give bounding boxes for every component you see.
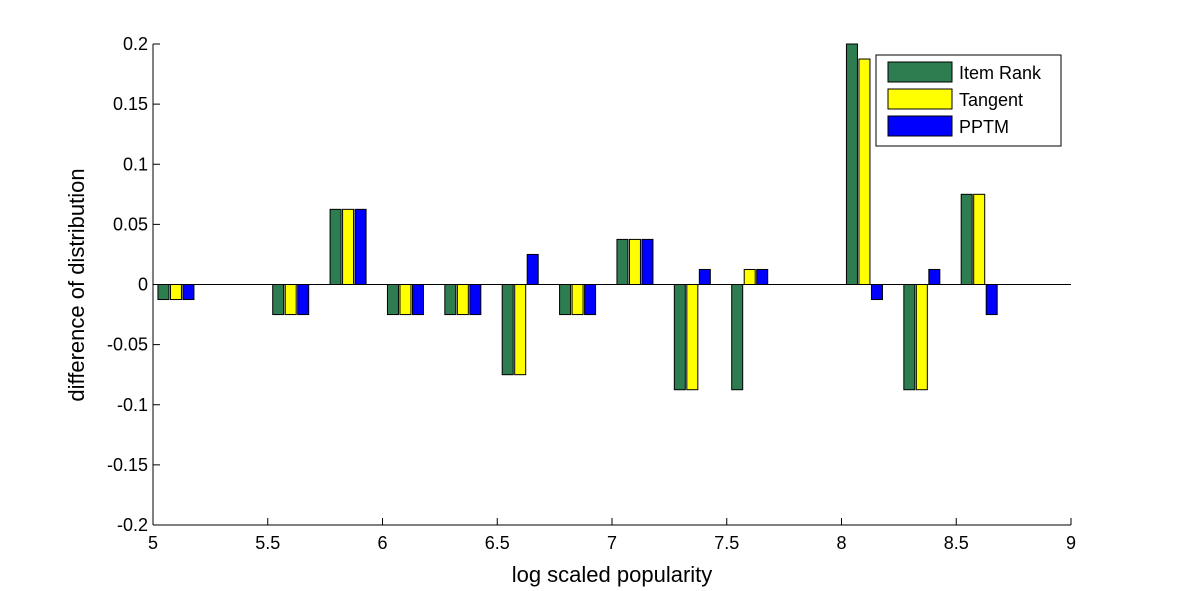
bar [354, 208, 367, 285]
bar [641, 238, 654, 285]
bar [960, 193, 973, 285]
bar [501, 284, 514, 376]
bar [845, 43, 858, 285]
bar [616, 238, 629, 285]
bar [329, 208, 342, 285]
x-tick-label: 6.5 [485, 533, 510, 553]
bar [973, 193, 986, 285]
bar [169, 284, 182, 301]
bar [731, 284, 744, 391]
y-tick-label: 0.15 [113, 94, 148, 114]
bars-layer [157, 43, 998, 391]
bar [928, 268, 941, 285]
bar [272, 284, 285, 316]
bar [559, 284, 572, 316]
legend-label: Item Rank [959, 63, 1042, 83]
bar [399, 284, 412, 316]
bar [342, 208, 355, 285]
legend-swatch [887, 115, 953, 137]
bar [456, 284, 469, 316]
bar [870, 284, 883, 301]
x-tick-label: 5.5 [255, 533, 280, 553]
bar [756, 268, 769, 285]
y-tick-label: -0.15 [107, 455, 148, 475]
y-tick-label: 0 [138, 275, 148, 295]
bar [571, 284, 584, 316]
bar [411, 284, 424, 316]
bar [903, 284, 916, 391]
x-ticks: 5 5.5 6 6.5 7 7.5 8 8.5 9 [148, 518, 1076, 553]
bar [469, 284, 482, 316]
bar [686, 284, 699, 391]
y-tick-label: -0.1 [117, 395, 148, 415]
bar [386, 284, 399, 316]
y-tick-label: 0.2 [123, 34, 148, 54]
bar [182, 284, 195, 301]
x-tick-label: 9 [1066, 533, 1076, 553]
y-tick-label: 0.1 [123, 154, 148, 174]
bar [157, 284, 170, 301]
bar [673, 284, 686, 391]
y-tick-label: -0.2 [117, 515, 148, 535]
bar [297, 284, 310, 316]
x-tick-label: 5 [148, 533, 158, 553]
bar [514, 284, 527, 376]
y-axis-label: difference of distribution [64, 168, 89, 401]
x-tick-label: 6 [377, 533, 387, 553]
y-tick-label: -0.05 [107, 335, 148, 355]
x-tick-label: 7.5 [714, 533, 739, 553]
y-ticks: -0.2 -0.15 -0.1 -0.05 0 0.05 0.1 0.15 0.2 [107, 34, 160, 535]
legend-swatch [887, 88, 953, 110]
bar [444, 284, 457, 316]
bar [628, 238, 641, 285]
bar [284, 284, 297, 316]
x-tick-label: 7 [607, 533, 617, 553]
bar [526, 253, 539, 285]
x-axis-label: log scaled popularity [512, 562, 713, 587]
legend-label: PPTM [959, 117, 1009, 137]
legend-items: Item Rank Tangent PPTM [887, 61, 1042, 137]
bar [915, 284, 928, 391]
legend-label: Tangent [959, 90, 1023, 110]
bar [858, 58, 871, 285]
x-tick-label: 8 [836, 533, 846, 553]
legend: Item Rank Tangent PPTM [875, 54, 1062, 147]
bar [698, 268, 711, 285]
legend-swatch [887, 61, 953, 83]
x-tick-label: 8.5 [944, 533, 969, 553]
bar [584, 284, 597, 316]
y-tick-label: 0.05 [113, 214, 148, 234]
bar [743, 268, 756, 285]
bar [985, 284, 998, 316]
